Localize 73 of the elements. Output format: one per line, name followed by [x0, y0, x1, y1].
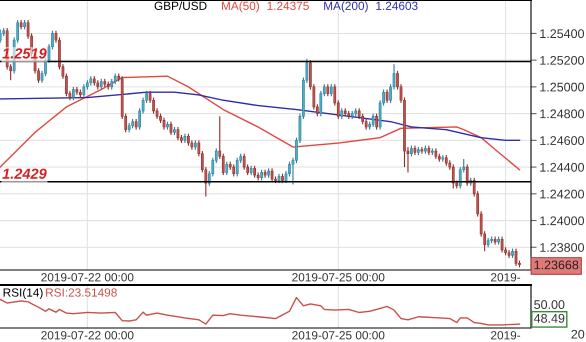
text: RSI:23.51498 [46, 288, 117, 297]
x-tick-label: 2019- [491, 273, 520, 282]
line-series [0, 75, 520, 170]
text: 1.23668 [534, 260, 578, 270]
candlestick [89, 76, 92, 86]
candlestick [225, 161, 228, 176]
candlestick [23, 19, 26, 30]
chart-title: RSI(14) [4, 288, 43, 300]
y-tick-label: 1.24800 [540, 109, 584, 118]
candlestick [260, 169, 263, 181]
text: 20 [571, 330, 584, 339]
candlestick [326, 84, 330, 97]
candlestick [100, 78, 103, 90]
y-tick-label: 1.25000 [540, 82, 584, 92]
candlestick [176, 126, 180, 141]
chart-title: GBP/USD [154, 1, 207, 10]
candlestick [162, 117, 166, 130]
ref-line-label: 1.2429 [2, 168, 47, 179]
text: 50.00 [534, 300, 564, 309]
candlestick [232, 164, 236, 177]
candlestick [278, 173, 280, 184]
y-tick-label: 1.24000 [540, 216, 584, 226]
candlestick [514, 248, 518, 267]
candlestick [170, 121, 172, 136]
y-tick-label: 1.23800 [540, 243, 584, 252]
candlestick [236, 157, 239, 177]
y-tick-label: 1.25200 [540, 56, 584, 65]
candlestick [267, 168, 270, 178]
candlestick [194, 140, 197, 150]
candlestick [386, 89, 388, 104]
candlestick [486, 237, 490, 248]
candlestick [128, 122, 131, 133]
candlestick [270, 168, 274, 182]
candlestick [500, 236, 504, 254]
candlestick [444, 154, 448, 166]
candlestick [187, 133, 190, 146]
annotation: 1.24603 [376, 2, 418, 10]
x-tick-label: 2019-07-25 00:00 [292, 273, 384, 282]
y-tick-label: 1.24200 [540, 190, 584, 198]
candlestick [72, 86, 75, 101]
candlestick [250, 165, 252, 176]
candlestick [281, 173, 284, 184]
candlestick [20, 19, 22, 30]
y-tick-label: 1.24600 [540, 136, 584, 145]
candlestick [92, 76, 96, 86]
candlestick [410, 145, 413, 157]
candlestick [428, 145, 430, 156]
text: MA(50) [222, 1, 259, 12]
annotation: 1.24375 [268, 2, 309, 10]
candlestick [434, 148, 438, 160]
y-tick-label: 1.25400 [540, 29, 584, 38]
text: 48.49 [534, 314, 564, 323]
candlestick [372, 113, 374, 128]
candlestick [511, 248, 514, 259]
candlestick [330, 84, 333, 97]
candlestick [340, 108, 344, 120]
y-tick-label: 1.24400 [540, 162, 584, 172]
candlestick [319, 90, 322, 117]
x-tick-label: 2019-07-22 00:00 [41, 331, 134, 340]
x-tick-label: 2019- [491, 331, 520, 340]
x-tick-label: 2019-07-25 00:00 [292, 331, 384, 340]
candlestick [134, 118, 138, 130]
ref-line-label: 1.2519 [2, 48, 47, 59]
candlestick [184, 133, 186, 144]
candlestick [375, 113, 378, 130]
candlestick [82, 84, 86, 98]
x-tick-label: 2019-07-22 00:00 [41, 273, 134, 282]
candlestick [253, 165, 256, 178]
line-series [0, 92, 520, 142]
text: MA(200) [324, 1, 368, 12]
candlestick [414, 145, 416, 156]
candlestick [96, 80, 100, 90]
candlestick [131, 118, 134, 129]
